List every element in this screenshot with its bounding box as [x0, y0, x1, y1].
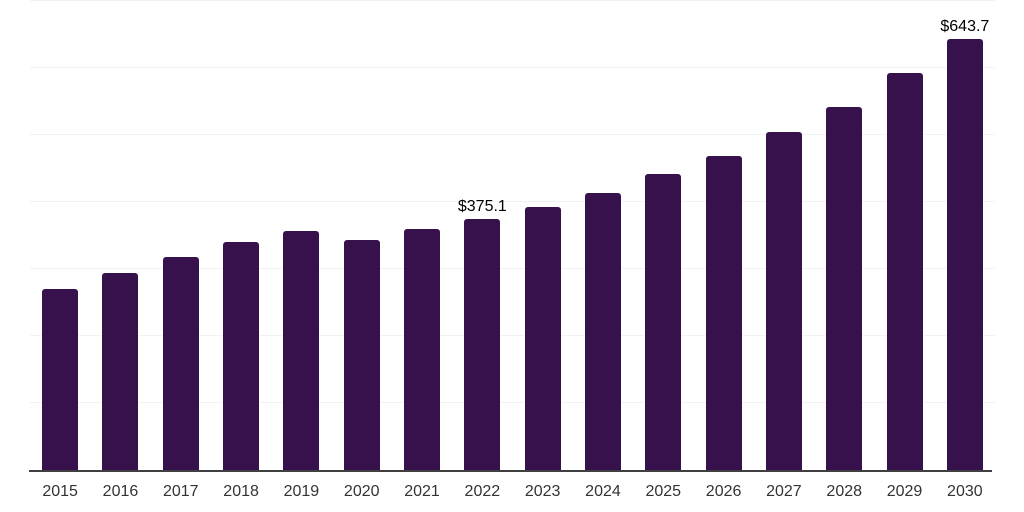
bar — [404, 228, 441, 470]
bar-value-label: $643.7 — [940, 17, 990, 35]
x-tick-label: 2018 — [223, 483, 259, 500]
bar-column — [754, 1, 814, 470]
x-tick-label: 2023 — [524, 483, 561, 500]
bar — [464, 218, 501, 470]
bar-value-label: $375.1 — [457, 197, 507, 215]
gridline — [30, 67, 995, 68]
bar — [584, 192, 621, 470]
bar-column — [874, 1, 934, 470]
plot-area: $375.1 $643.7 — [30, 0, 995, 470]
x-tick-label: 2025 — [645, 483, 682, 500]
bar — [645, 173, 682, 470]
x-tick-label: 2022 — [464, 483, 501, 500]
x-tick-label: 2024 — [585, 483, 621, 500]
bar — [524, 206, 561, 470]
bar-column — [573, 1, 633, 470]
x-tick-label: 2027 — [766, 483, 802, 500]
x-axis-line — [29, 470, 992, 472]
bar — [223, 242, 260, 470]
x-tick-label: 2026 — [705, 483, 742, 500]
bar-column — [693, 1, 753, 470]
gridline — [30, 201, 995, 202]
x-tick-label: 2019 — [283, 483, 320, 500]
bar — [162, 256, 199, 470]
bar-column: $375.1 — [452, 1, 512, 470]
gridline — [30, 402, 995, 403]
x-axis-tick-labels: 2015 2016 2017 2018 2019 2020 2021 2022 2023 2024… — [30, 483, 995, 501]
bar-column — [90, 1, 150, 470]
bar-columns: $375.1 $643.7 — [30, 1, 995, 470]
bar-column — [211, 1, 271, 470]
bar — [283, 231, 320, 470]
x-tick-label: 2021 — [404, 483, 440, 500]
gridline — [30, 134, 995, 135]
bar-column: $643.7 — [935, 1, 995, 470]
bar — [946, 38, 983, 470]
bar — [765, 131, 802, 470]
bar-column — [151, 1, 211, 470]
bar — [705, 155, 742, 470]
gridline — [30, 268, 995, 269]
x-tick-label: 2029 — [886, 483, 923, 500]
x-tick-label: 2016 — [102, 483, 139, 500]
bar — [826, 106, 863, 470]
bar-column — [30, 1, 90, 470]
x-tick-label: 2020 — [343, 483, 380, 500]
x-tick-label: 2015 — [42, 483, 78, 500]
x-tick-label: 2028 — [826, 483, 863, 500]
x-tick-label: 2030 — [947, 483, 983, 500]
bar-column — [392, 1, 452, 470]
bar — [343, 239, 380, 470]
gridline — [30, 335, 995, 336]
bar-column — [332, 1, 392, 470]
gridline — [30, 0, 995, 1]
bar — [42, 289, 79, 470]
bar-column — [513, 1, 573, 470]
bar-column — [633, 1, 693, 470]
bar — [886, 72, 923, 470]
x-tick-label: 2017 — [162, 483, 199, 500]
bar-column — [814, 1, 874, 470]
bar-column — [271, 1, 331, 470]
bar — [102, 273, 139, 470]
